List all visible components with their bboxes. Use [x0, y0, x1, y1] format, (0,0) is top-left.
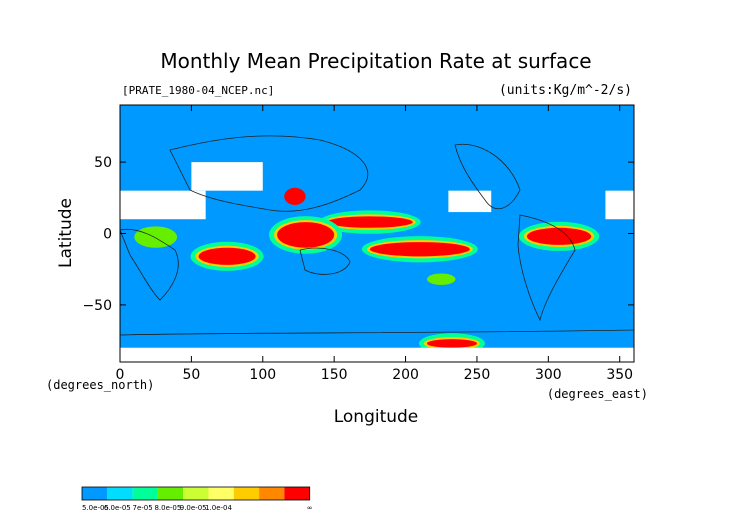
legend-label: ∞ — [307, 504, 313, 512]
legend-swatch — [233, 487, 260, 500]
y-tick-label: 0 — [103, 227, 112, 243]
precip-region-8 — [426, 273, 456, 285]
legend-swatch — [183, 487, 209, 500]
legend-swatch — [208, 487, 234, 500]
precip-region-6 — [134, 226, 178, 248]
precip-region-2 — [369, 242, 470, 257]
precip-region-5 — [426, 339, 477, 348]
x-tick-label: 200 — [392, 367, 419, 383]
x-tick-label: 100 — [249, 367, 276, 383]
y-unit-label: (degrees_north) — [46, 378, 154, 392]
precip-region-4 — [277, 222, 335, 248]
chart-subtitle-units: (units:Kg/m^-2/s) — [499, 83, 632, 98]
coastlines — [120, 135, 634, 336]
precip-region-1 — [327, 216, 413, 228]
precip-region-0 — [198, 247, 256, 265]
dry-region-13 — [120, 347, 634, 362]
y-tick-label: −50 — [82, 298, 112, 314]
x-tick-label: 50 — [182, 367, 200, 383]
legend-swatch — [157, 487, 184, 500]
precip-region-3 — [526, 227, 592, 245]
x-tick-label: 250 — [464, 367, 491, 383]
precip-regions — [120, 162, 634, 362]
legend-label: 8.0e-05 — [154, 504, 181, 512]
precip-region-7 — [284, 187, 306, 205]
dry-region-11 — [448, 190, 492, 213]
chart-subtitle-file: [PRATE_1980-04_NCEP.nc] — [122, 84, 274, 97]
legend-swatch — [82, 487, 108, 500]
dry-region-9 — [120, 190, 206, 220]
legend-swatch — [284, 487, 310, 500]
y-tick-label: 50 — [94, 155, 112, 171]
legend-frame — [81, 486, 311, 501]
legend-swatch — [259, 487, 285, 500]
x-axis-label: Longitude — [334, 407, 419, 427]
dry-region-10 — [191, 162, 263, 191]
x-tick-label: 300 — [535, 367, 562, 383]
x-tick-label: 0 — [116, 367, 125, 383]
legend-label: 7e-05 — [132, 504, 152, 512]
chart-title: Monthly Mean Precipitation Rate at surfa… — [160, 49, 591, 73]
legend-label: 6.0e-05 — [104, 504, 131, 512]
legend-swatch — [107, 487, 133, 500]
x-tick-label: 350 — [606, 367, 633, 383]
y-axis-ticks: −50 0 50 — [82, 155, 634, 314]
x-axis-ticks: 0 50 100 150 200 250 300 350 — [116, 105, 633, 383]
legend-swatch — [132, 487, 158, 500]
dry-region-12 — [605, 190, 634, 220]
x-unit-label: (degrees_east) — [547, 387, 648, 401]
legend-label: 1.0e-04 — [205, 504, 232, 512]
legend-label: 5.0e-05 — [82, 504, 109, 512]
color-legend: 5.0e-056.0e-05 7e-05 8.0e-059.0e-051.0e-04… — [81, 486, 313, 512]
y-axis-label: Latitude — [56, 198, 76, 268]
legend-label: 9.0e-05 — [180, 504, 207, 512]
x-tick-label: 150 — [321, 367, 348, 383]
